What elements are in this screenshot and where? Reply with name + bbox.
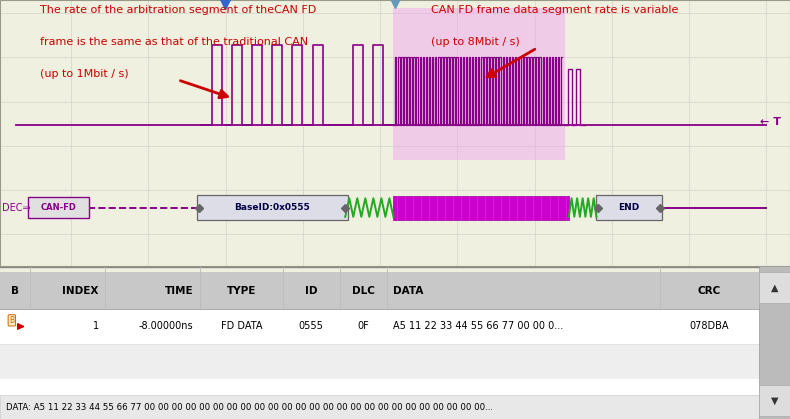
Bar	[0, 379, 759, 414]
Bar	[0, 379, 759, 414]
Text: DATA: A5 11 22 33 44 55 66 77 00 00 00 00 00 00 00 00 00 00 00 00 00 00 00 00 00: DATA: A5 11 22 33 44 55 66 77 00 00 00 0…	[6, 403, 493, 411]
Bar	[0, 395, 790, 419]
Text: 078DBA: 078DBA	[690, 321, 729, 331]
Text: CAN-FD: CAN-FD	[40, 203, 77, 212]
Text: 0555: 0555	[299, 321, 324, 331]
Bar	[0, 272, 759, 309]
Text: INDEX: INDEX	[62, 285, 99, 295]
Bar	[393, 8, 565, 160]
Text: -8.00000ns: -8.00000ns	[139, 321, 194, 331]
Text: ▼: ▼	[771, 396, 778, 406]
Bar	[0, 309, 759, 344]
Text: 1: 1	[92, 321, 99, 331]
Text: ▲: ▲	[771, 282, 778, 292]
Text: CAN FD frame data segment rate is variable: CAN FD frame data segment rate is variab…	[431, 5, 678, 16]
Bar	[0, 414, 759, 419]
Bar	[393, 196, 569, 220]
Text: TYPE: TYPE	[227, 285, 256, 295]
Text: 0F: 0F	[358, 321, 369, 331]
Text: FD DATA: FD DATA	[220, 321, 262, 331]
Text: B: B	[9, 316, 14, 325]
FancyBboxPatch shape	[28, 197, 89, 218]
Text: CRC: CRC	[698, 285, 721, 295]
Text: END: END	[619, 203, 639, 212]
Text: ← T: ← T	[759, 117, 781, 127]
Text: The rate of the arbitration segment of theCAN FD: The rate of the arbitration segment of t…	[40, 5, 316, 16]
Bar	[759, 385, 790, 416]
Text: (up to 1Mbit / s): (up to 1Mbit / s)	[40, 69, 128, 79]
FancyBboxPatch shape	[596, 195, 662, 220]
Text: TIME: TIME	[165, 285, 194, 295]
Bar	[0, 344, 759, 379]
Text: ID: ID	[305, 285, 318, 295]
Text: frame is the same as that of the traditional CAN: frame is the same as that of the traditi…	[40, 37, 307, 47]
Text: DEC⇒: DEC⇒	[2, 202, 30, 212]
Text: A5 11 22 33 44 55 66 77 00 00 0...: A5 11 22 33 44 55 66 77 00 00 0...	[393, 321, 564, 331]
Bar	[759, 266, 790, 419]
Text: DLC: DLC	[352, 285, 374, 295]
Bar	[759, 272, 790, 303]
Text: B: B	[11, 285, 19, 295]
Text: DATA: DATA	[393, 285, 423, 295]
Text: BaseID:0x0555: BaseID:0x0555	[235, 203, 310, 212]
Text: (up to 8Mbit / s): (up to 8Mbit / s)	[431, 37, 519, 47]
Bar	[0, 344, 759, 379]
FancyBboxPatch shape	[197, 195, 348, 220]
